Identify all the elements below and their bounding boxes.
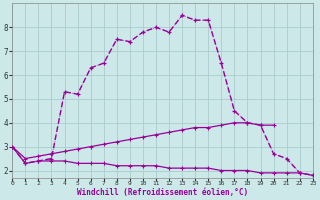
X-axis label: Windchill (Refroidissement éolien,°C): Windchill (Refroidissement éolien,°C)	[77, 188, 248, 197]
